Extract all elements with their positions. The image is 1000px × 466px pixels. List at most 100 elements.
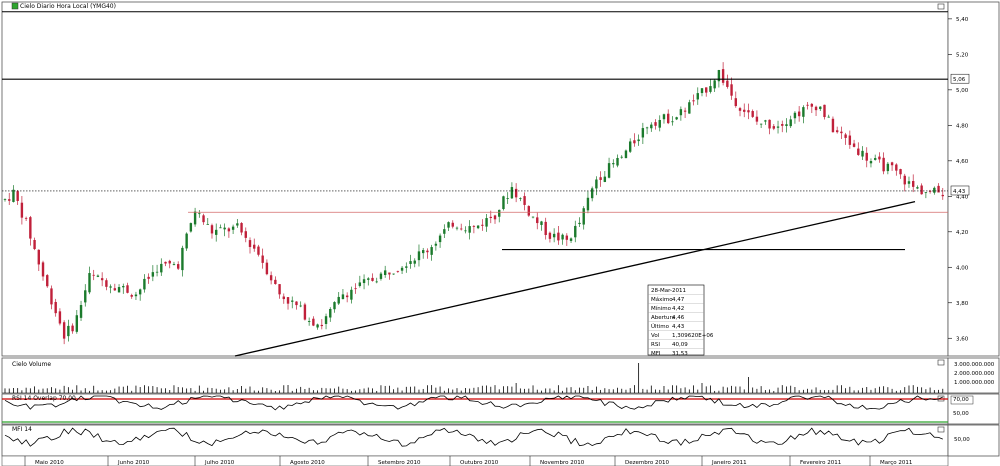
candle-body xyxy=(654,122,657,126)
candle-body xyxy=(916,187,919,189)
candle-body xyxy=(41,262,45,277)
candle-body xyxy=(565,235,569,240)
candle-body xyxy=(552,233,556,238)
candle-body xyxy=(405,266,408,268)
candle-body xyxy=(890,162,894,166)
candle-body xyxy=(316,324,319,328)
price-box xyxy=(950,73,970,84)
candle-body xyxy=(903,175,906,185)
candle-body xyxy=(485,218,488,227)
candle-body xyxy=(413,260,416,264)
candle-body xyxy=(286,297,290,304)
candle-body xyxy=(536,217,539,224)
candle-body xyxy=(514,188,518,198)
panel-maximize-icon xyxy=(937,426,945,433)
rsi-tick-label: 70,00 xyxy=(953,397,969,403)
mfi-tick-label: 50,00 xyxy=(954,437,970,443)
candle-body xyxy=(8,199,11,201)
month-label: Maio 2010 xyxy=(35,460,64,466)
candle-body xyxy=(802,107,805,117)
candle-body xyxy=(329,309,332,318)
candle-body xyxy=(667,113,670,124)
info-row-key: Vol xyxy=(651,333,660,339)
main-title: Cielo Diario Hora Local (YMG40) xyxy=(20,3,116,10)
volume-tick-label: 3.000.000.000 xyxy=(954,362,995,368)
candle-body xyxy=(274,279,277,285)
candle-body xyxy=(447,222,450,228)
y-tick-label: 4,00 xyxy=(956,265,969,271)
candle-body xyxy=(193,211,197,225)
candle-body xyxy=(388,272,391,275)
volume-bars xyxy=(4,363,944,393)
candle-body xyxy=(126,285,129,293)
info-row-key: RSI xyxy=(651,342,660,348)
candle-body xyxy=(599,177,602,180)
candle-body xyxy=(620,156,623,158)
candle-body xyxy=(189,223,193,232)
y-tick-label: 3,60 xyxy=(956,336,969,342)
candle-body xyxy=(223,227,226,230)
volume-tick-label: 1.000.000.000 xyxy=(954,380,995,386)
candle-body xyxy=(835,130,839,133)
candle-body xyxy=(717,70,721,82)
candle-body xyxy=(869,161,873,164)
rsi-tick-label: 50,00 xyxy=(953,411,969,417)
candle-body xyxy=(586,197,590,211)
candle-body xyxy=(278,284,281,295)
candle-body xyxy=(844,134,847,138)
candle-body xyxy=(307,321,311,322)
candle-body xyxy=(219,227,222,229)
candle-body xyxy=(155,271,159,273)
month-label: Fevereiro 2011 xyxy=(800,460,841,466)
candle-body xyxy=(24,217,28,219)
candle-body xyxy=(865,152,868,161)
candle-body xyxy=(299,305,302,307)
candle-body xyxy=(88,273,91,293)
month-label: Dezembro 2010 xyxy=(625,460,669,466)
candle-body xyxy=(658,119,661,128)
mfi-title: MFI 14 xyxy=(12,426,32,433)
month-label: Agosto 2010 xyxy=(290,460,325,466)
info-row-value: 31,53 xyxy=(672,351,688,357)
candle-body xyxy=(768,119,771,129)
candle-body xyxy=(743,109,746,112)
candle-body xyxy=(489,216,492,218)
month-label: Novembro 2010 xyxy=(540,460,585,466)
candle-body xyxy=(451,222,454,227)
candle-body xyxy=(12,189,15,202)
candle-body xyxy=(882,157,885,172)
candle-body xyxy=(548,232,552,239)
candle-body xyxy=(460,228,463,230)
candle-body xyxy=(143,278,146,290)
candle-body xyxy=(168,260,171,264)
candle-body xyxy=(206,224,209,225)
candle-body xyxy=(734,98,737,107)
info-row-value: 4,46 xyxy=(672,315,685,321)
candle-body xyxy=(253,244,256,249)
candle-body xyxy=(109,286,112,288)
candle-body xyxy=(595,179,598,189)
info-row-key: Último xyxy=(651,323,670,330)
candle-body xyxy=(176,264,180,269)
panel-maximize-icon xyxy=(937,359,945,366)
candle-body xyxy=(33,239,36,250)
candle-body xyxy=(886,163,890,172)
candle-body xyxy=(569,238,573,241)
month-label: Março 2011 xyxy=(880,460,912,466)
candle-body xyxy=(443,229,446,234)
date-axis xyxy=(1,455,949,466)
candle-body xyxy=(582,208,585,225)
candle-body xyxy=(928,190,932,192)
candle-body xyxy=(84,290,87,303)
candle-body xyxy=(848,135,852,145)
candle-body xyxy=(282,296,285,300)
axis-frame xyxy=(947,424,1000,457)
candle-body xyxy=(823,104,826,118)
candle-body xyxy=(772,126,776,129)
axis-frame xyxy=(947,357,1000,394)
candle-body xyxy=(510,187,514,199)
y-tick-label: 5,00 xyxy=(956,88,969,94)
candle-body xyxy=(937,185,940,193)
candle-body xyxy=(248,240,252,247)
candle-body xyxy=(231,226,235,230)
